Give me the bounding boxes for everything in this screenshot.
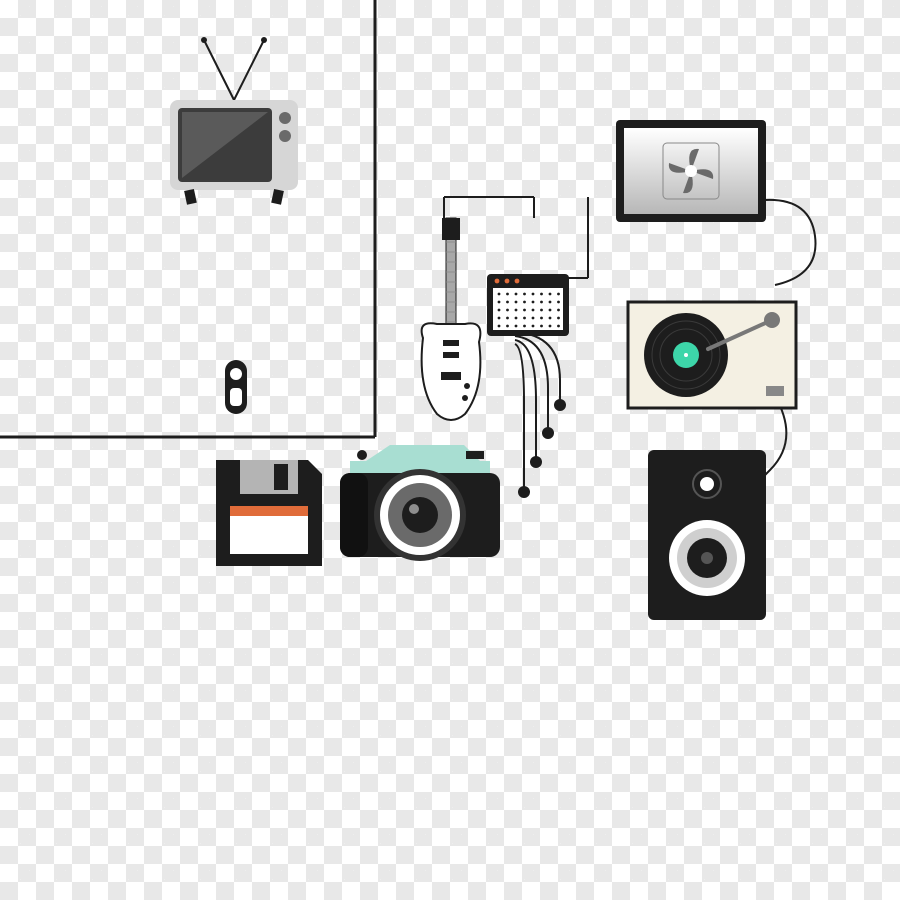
switch-icon bbox=[225, 360, 247, 414]
canvas bbox=[0, 0, 900, 900]
guitar-icon bbox=[422, 218, 481, 420]
wires-group bbox=[0, 0, 816, 520]
devices-group bbox=[170, 37, 796, 620]
scene-svg bbox=[0, 0, 900, 900]
speaker-icon bbox=[648, 450, 766, 620]
camera-icon bbox=[340, 445, 500, 561]
turntable-icon bbox=[628, 302, 796, 408]
monitor-icon bbox=[616, 120, 766, 222]
tv-icon bbox=[170, 37, 298, 205]
floppy-icon bbox=[216, 460, 322, 566]
amp-icon bbox=[487, 274, 569, 336]
